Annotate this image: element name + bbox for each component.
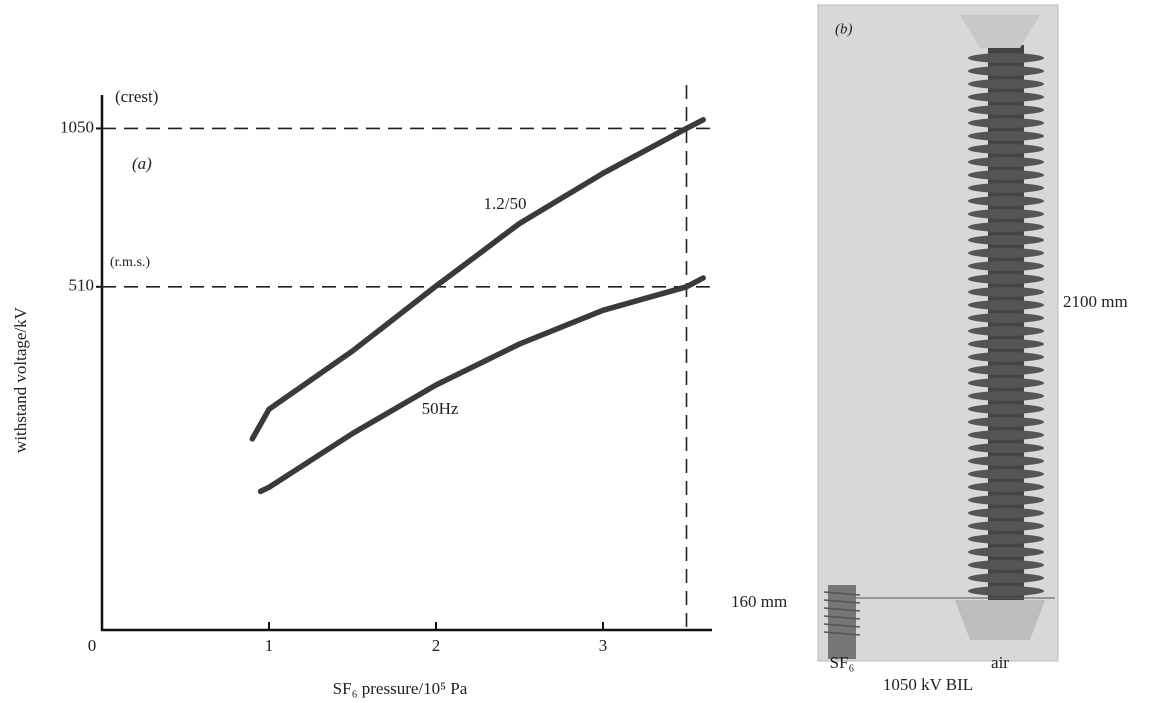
- shed: [968, 521, 1044, 531]
- curve-label: 50Hz: [422, 399, 459, 418]
- shed: [968, 131, 1044, 141]
- shed: [968, 586, 1044, 596]
- y-tick-label: 1050: [60, 117, 94, 136]
- y2-tick-label: 510: [69, 276, 95, 295]
- shed: [968, 118, 1044, 128]
- curve: [257, 275, 706, 495]
- shed: [968, 391, 1044, 401]
- shed: [968, 378, 1044, 388]
- shed: [968, 183, 1044, 193]
- shed: [968, 144, 1044, 154]
- shed: [968, 313, 1044, 323]
- top-flange: [960, 15, 1040, 48]
- photo-label: (b): [835, 21, 853, 37]
- x-tick-label: 1: [265, 636, 274, 655]
- shed: [968, 53, 1044, 63]
- shed: [968, 365, 1044, 375]
- shed: [968, 105, 1044, 115]
- shed: [968, 209, 1044, 219]
- shed: [968, 482, 1044, 492]
- y-axis-label: withstand voltage/kV: [11, 306, 30, 453]
- shed: [968, 573, 1044, 583]
- sf6-height: 160 mm: [731, 592, 787, 611]
- shed: [968, 352, 1044, 362]
- shed: [968, 157, 1044, 167]
- shed: [968, 170, 1044, 180]
- y2-axis-note: (r.m.s.): [110, 255, 150, 270]
- shed: [968, 326, 1044, 336]
- panel-label: (a): [132, 154, 152, 173]
- sf6-shed: [823, 615, 861, 620]
- shed: [968, 508, 1044, 518]
- insulator: [968, 45, 1044, 605]
- x-axis-label: SF₆ pressure/10⁵ Pa: [333, 679, 468, 698]
- air-label: air: [991, 653, 1009, 672]
- x-tick-label: 2: [432, 636, 441, 655]
- shed: [968, 235, 1044, 245]
- curve: [249, 117, 706, 442]
- sf6-shed: [823, 591, 861, 596]
- sf6-shed: [823, 599, 861, 604]
- sf6-shed: [823, 623, 861, 628]
- shed: [968, 79, 1044, 89]
- photo-caption: 1050 kV BIL: [883, 675, 973, 694]
- photo-panel: (b) 2100 mm 160 mm SF₆ air 1050 kV BIL: [731, 4, 1128, 694]
- shed: [968, 404, 1044, 414]
- shed: [968, 560, 1044, 570]
- shed: [968, 287, 1044, 297]
- x-tick-label: 3: [599, 636, 608, 655]
- shed: [968, 300, 1044, 310]
- x-tick-label: 0: [88, 636, 97, 655]
- sf6-shed: [823, 631, 861, 636]
- shed: [968, 274, 1044, 284]
- shed: [968, 430, 1044, 440]
- shed: [968, 456, 1044, 466]
- sf6-shed: [823, 607, 861, 612]
- air-height: 2100 mm: [1063, 292, 1128, 311]
- sf6-insulator: [828, 585, 856, 659]
- shed: [968, 196, 1044, 206]
- shed: [968, 339, 1044, 349]
- shed: [968, 417, 1044, 427]
- shed: [968, 66, 1044, 76]
- y-axis-note: (crest): [115, 87, 158, 106]
- shed: [968, 547, 1044, 557]
- shed: [968, 92, 1044, 102]
- curve-label: 1.2/50: [484, 194, 527, 213]
- shed: [968, 222, 1044, 232]
- shed: [968, 534, 1044, 544]
- shed: [968, 261, 1044, 271]
- sf6-label: SF₆: [830, 653, 855, 672]
- shed: [968, 248, 1044, 258]
- base-flange: [955, 600, 1045, 640]
- shed: [968, 469, 1044, 479]
- shed: [968, 443, 1044, 453]
- shed: [968, 495, 1044, 505]
